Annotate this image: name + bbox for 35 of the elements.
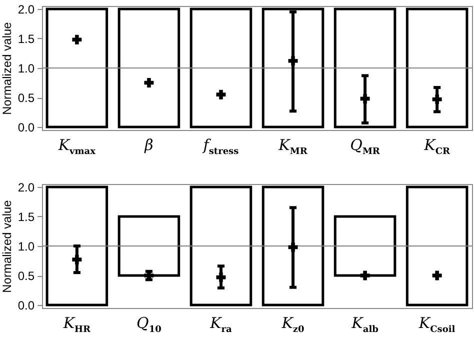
y-tick-label: 1.0 [18, 62, 35, 76]
y-tick-label: 0.5 [18, 91, 35, 106]
x-tick-label: K$_{alb}$ [352, 314, 378, 335]
x-tick-label: K$_{Csoil}$ [418, 314, 456, 335]
point [360, 94, 370, 104]
point [360, 270, 370, 280]
point [216, 90, 226, 100]
y-tick-label: 0.0 [18, 120, 35, 135]
x-tick-label: K$_{HR}$ [63, 314, 91, 335]
y-tick-label: 1.0 [18, 240, 35, 254]
x-tick-label: K$_{MR}$ [278, 136, 308, 157]
x-tick-label: Q$_{MR}$ [350, 136, 380, 157]
x-tick-label: K$_{ra}$ [210, 314, 232, 335]
x-tick-label: f$_{stress}$ [203, 136, 239, 157]
y-tick-label: 1.5 [18, 32, 35, 46]
y-tick-label: 2.0 [18, 2, 35, 16]
y-tick-label: 0.5 [18, 269, 35, 284]
y-axis-title: Normalized value [0, 22, 14, 115]
x-tick-label: K$_{CR}$ [424, 136, 450, 157]
point [288, 242, 298, 252]
y-tick-label: 0.0 [18, 298, 35, 313]
point [432, 94, 442, 104]
y-tick-label: 1.5 [18, 210, 35, 224]
y-tick-label: 2.0 [18, 180, 35, 194]
point [288, 56, 298, 66]
point [144, 78, 154, 88]
point [72, 254, 82, 264]
point [432, 270, 442, 280]
x-tick-label: K$_{vmax}$ [58, 136, 96, 157]
x-tick-label: K$_{z0}$ [282, 314, 304, 335]
point [72, 34, 82, 44]
y-axis-title: Normalized value [0, 200, 14, 293]
x-tick-label: Q$_{10}$ [136, 314, 162, 335]
x-tick-label: β [144, 136, 154, 154]
point [216, 272, 226, 282]
